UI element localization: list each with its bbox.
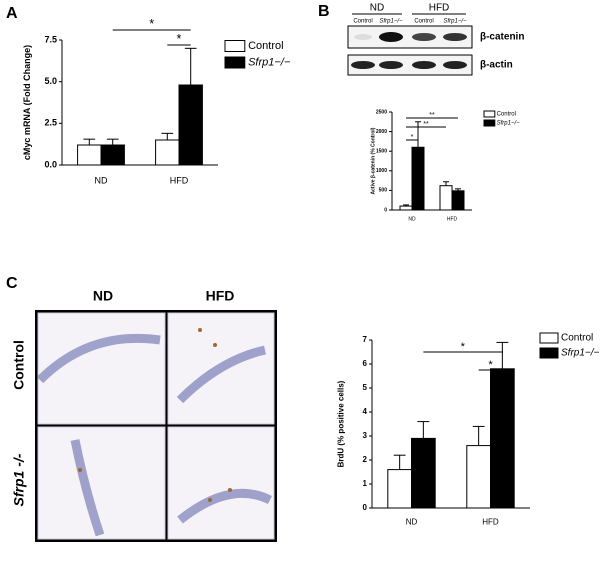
legend-label: Sfrp1−/−	[248, 56, 291, 68]
blot-group: HFD	[429, 3, 450, 14]
y-tick-label: 1000	[376, 168, 387, 174]
y-tick-label: 2	[363, 455, 368, 464]
significance-label: **	[429, 112, 435, 119]
y-tick-label: 500	[379, 188, 388, 194]
y-tick-label: 1	[363, 479, 368, 488]
bar	[178, 84, 203, 166]
legend-label: Control	[561, 333, 593, 344]
panel-letter: C	[6, 275, 18, 292]
bar	[451, 190, 465, 211]
bar	[490, 368, 515, 509]
panel-letter: B	[318, 3, 330, 20]
y-tick-label: 1500	[376, 149, 387, 155]
histology-row: Sfrp1 -/-	[11, 453, 27, 506]
y-tick-label: 2.5	[44, 118, 57, 128]
x-tick-label: ND	[95, 176, 108, 186]
bar	[439, 185, 453, 211]
y-tick-label: 0	[363, 503, 368, 512]
y-axis-label: cMyc mRNA (Fold Change)	[22, 45, 32, 160]
x-tick-label: ND	[408, 216, 416, 222]
blot-row: β-actin	[480, 60, 513, 71]
histology-grid: ND HFD Control Sfrp1 -/-	[11, 288, 277, 542]
legend-swatch	[224, 40, 246, 52]
blot-lane: Control	[353, 19, 372, 25]
y-tick-label: 7	[363, 335, 368, 344]
blot-group: ND	[370, 3, 384, 14]
y-tick-label: 2500	[376, 109, 387, 115]
significance-label: *	[411, 134, 414, 141]
y-tick-label: 5.0	[44, 76, 57, 86]
significance-label: *	[488, 359, 493, 371]
blot-lane: Sfrp1−/−	[379, 19, 403, 25]
histology-column: ND	[93, 288, 113, 304]
significance-label: **	[423, 121, 429, 128]
significance-label: *	[177, 32, 182, 46]
x-tick-label: HFD	[447, 216, 458, 222]
bar	[77, 144, 102, 166]
y-tick-label: 3	[363, 431, 368, 440]
x-tick-label: HFD	[170, 176, 189, 186]
western-blot: ND HFD Control Sfrp1−/− Control Sfrp1−/−…	[347, 3, 524, 76]
blot-row: β-catenin	[480, 32, 524, 43]
bar	[411, 437, 436, 509]
legend-label: Sfrp1−/−	[497, 121, 521, 127]
legend-label: Control	[497, 112, 516, 118]
significance-label: *	[461, 341, 466, 353]
y-axis-label: BrdU (% positive cells)	[337, 380, 346, 467]
bar	[155, 139, 180, 166]
legend-label: Control	[248, 40, 283, 52]
significance-label: *	[149, 17, 154, 31]
x-tick-label: HFD	[482, 518, 499, 527]
bar	[411, 146, 425, 211]
histology-row: Control	[11, 340, 27, 390]
y-tick-label: 0	[384, 207, 387, 213]
bar	[466, 445, 491, 509]
bar	[387, 469, 412, 509]
legend-label: Sfrp1−/−	[561, 348, 600, 359]
bar	[100, 144, 125, 166]
histology-column: HFD	[206, 288, 235, 304]
legend-swatch	[483, 110, 496, 118]
legend-swatch	[224, 56, 246, 69]
blot-lane: Sfrp1−/−	[443, 19, 467, 25]
y-tick-label: 5	[363, 383, 368, 392]
legend-swatch	[539, 347, 559, 359]
y-axis-label: Active β-catenin (% Control)	[370, 127, 376, 194]
x-tick-label: ND	[406, 518, 418, 527]
blot-lane: Control	[414, 19, 433, 25]
y-tick-label: 4	[363, 407, 368, 416]
y-tick-label: 2000	[376, 129, 387, 135]
y-tick-label: 7.5	[44, 34, 57, 44]
legend-swatch	[539, 332, 559, 344]
panel-letter: A	[6, 5, 18, 22]
bar	[399, 205, 413, 211]
y-tick-label: 6	[363, 359, 368, 368]
y-tick-label: 0.0	[44, 159, 57, 169]
legend-swatch	[483, 119, 496, 127]
